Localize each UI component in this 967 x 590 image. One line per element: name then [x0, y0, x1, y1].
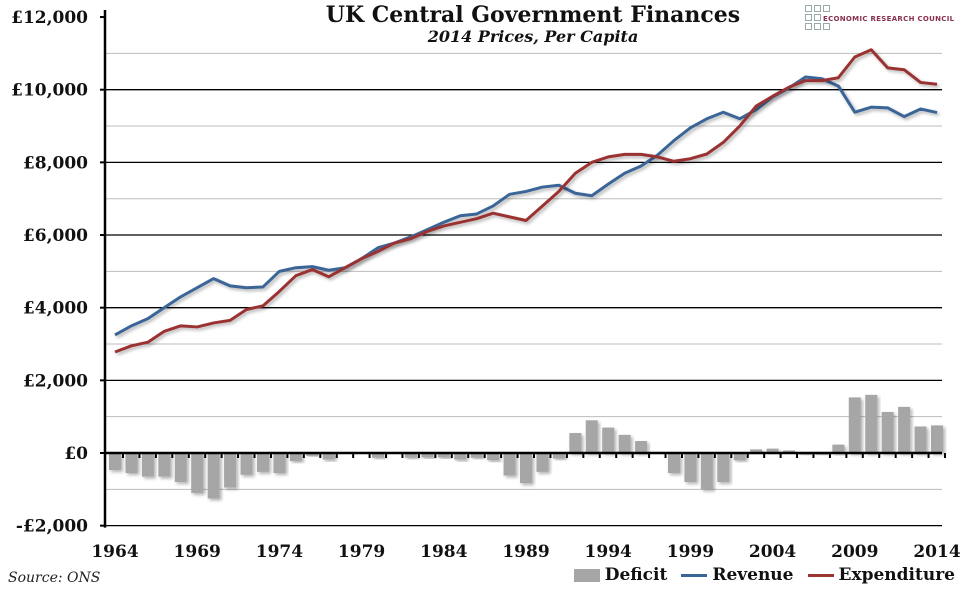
- bar-deficit-1967: [158, 453, 171, 477]
- bar-deficit-1973: [256, 453, 269, 472]
- x-tick-label: 1979: [338, 542, 385, 562]
- bar-deficit-1987: [487, 453, 500, 461]
- bar-deficit-1988: [503, 453, 516, 476]
- bar-deficit-2005: [783, 450, 796, 453]
- line-revenue: [114, 75, 938, 337]
- chart-subtitle: 2014 Prices, Per Capita: [427, 27, 639, 46]
- bar-deficit-1966: [141, 453, 154, 477]
- bar-deficit-2000: [700, 453, 713, 490]
- legend-label: Revenue: [712, 565, 794, 585]
- bar-deficit-1990: [536, 453, 549, 472]
- bar-deficit-1992: [569, 433, 582, 453]
- bar-deficit-1977: [322, 453, 335, 460]
- bar-deficit-1974: [273, 453, 286, 473]
- bar-deficit-1976: [306, 453, 319, 456]
- logo: ECONOMIC RESEARCH COUNCIL: [805, 5, 954, 32]
- bar-deficit-1968: [174, 453, 187, 483]
- y-tick-label: £0: [64, 444, 88, 464]
- bar-deficit-2010: [865, 394, 878, 453]
- bar-deficit-1980: [372, 453, 385, 458]
- x-tick-label: 1984: [420, 542, 467, 562]
- bar-deficit-1984: [437, 453, 450, 458]
- bar-deficit-1971: [224, 453, 237, 488]
- bar-deficit-1999: [684, 453, 697, 483]
- bar-deficit-1985: [454, 453, 467, 460]
- bar-deficit-2001: [717, 453, 730, 483]
- bar-deficit-1986: [470, 453, 483, 458]
- bar-deficit-2012: [898, 406, 911, 453]
- y-tick-label: £6,000: [23, 226, 88, 246]
- bar-deficit-1996: [635, 441, 648, 453]
- y-tick-label: £8,000: [23, 153, 88, 173]
- y-tick-label: £10,000: [11, 81, 88, 101]
- bar-deficit-1975: [289, 453, 302, 461]
- legend-swatch-revenue: [681, 573, 708, 577]
- legend-item-expenditure: Expenditure: [807, 565, 956, 585]
- bar-deficit-2008: [832, 444, 845, 453]
- line-expenditure: [114, 48, 938, 354]
- bar-deficit-1991: [552, 453, 565, 459]
- bar-deficit-1998: [667, 453, 680, 473]
- legend-item-revenue: Revenue: [681, 565, 794, 585]
- bar-deficit-1995: [618, 434, 631, 453]
- x-tick-label: 1989: [502, 542, 549, 562]
- legend: Deficit Revenue Expenditure: [573, 565, 956, 585]
- legend-label: Deficit: [604, 565, 668, 585]
- y-tick-label: -£2,000: [16, 517, 88, 537]
- bar-deficit-1982: [404, 453, 417, 458]
- y-tick-label: £12,000: [11, 8, 88, 28]
- x-tick-label: 1964: [91, 542, 138, 562]
- bar-deficit-2014: [931, 425, 943, 453]
- chart-title: UK Central Government Finances: [325, 2, 741, 28]
- logo-text: ECONOMIC RESEARCH COUNCIL: [823, 15, 955, 23]
- bar-deficit-2002: [733, 453, 746, 461]
- y-tick-label: £4,000: [23, 299, 88, 319]
- x-tick-label: 2004: [749, 542, 796, 562]
- legend-swatch-deficit: [573, 568, 600, 582]
- y-tick-label: £2,000: [23, 371, 88, 391]
- x-tick-label: 1994: [585, 542, 632, 562]
- bar-deficit-1970: [207, 453, 220, 499]
- bar-deficit-1983: [421, 453, 434, 458]
- bar-deficit-1965: [125, 453, 138, 473]
- bar-deficit-1993: [585, 420, 598, 453]
- source-note: Source: ONS: [8, 570, 101, 586]
- bar-deficit-1972: [240, 453, 253, 475]
- x-tick-label: 2009: [831, 542, 878, 562]
- bar-deficit-2009: [848, 397, 861, 453]
- bar-deficit-2011: [881, 411, 894, 453]
- legend-label: Expenditure: [838, 565, 956, 585]
- bar-deficit-2004: [766, 448, 779, 453]
- bar-deficit-1994: [602, 427, 615, 453]
- bar-deficit-1964: [109, 453, 121, 471]
- x-tick-label: 1969: [174, 542, 221, 562]
- bar-deficit-2003: [750, 449, 763, 453]
- x-tick-label: 2014: [913, 542, 960, 562]
- bar-deficit-2013: [914, 426, 927, 453]
- x-tick-label: 1974: [256, 542, 303, 562]
- bar-deficit-1969: [191, 453, 204, 493]
- x-tick-label: 1999: [667, 542, 714, 562]
- legend-item-deficit: Deficit: [573, 565, 668, 585]
- bar-deficit-1989: [520, 453, 532, 484]
- legend-swatch-expenditure: [807, 573, 834, 577]
